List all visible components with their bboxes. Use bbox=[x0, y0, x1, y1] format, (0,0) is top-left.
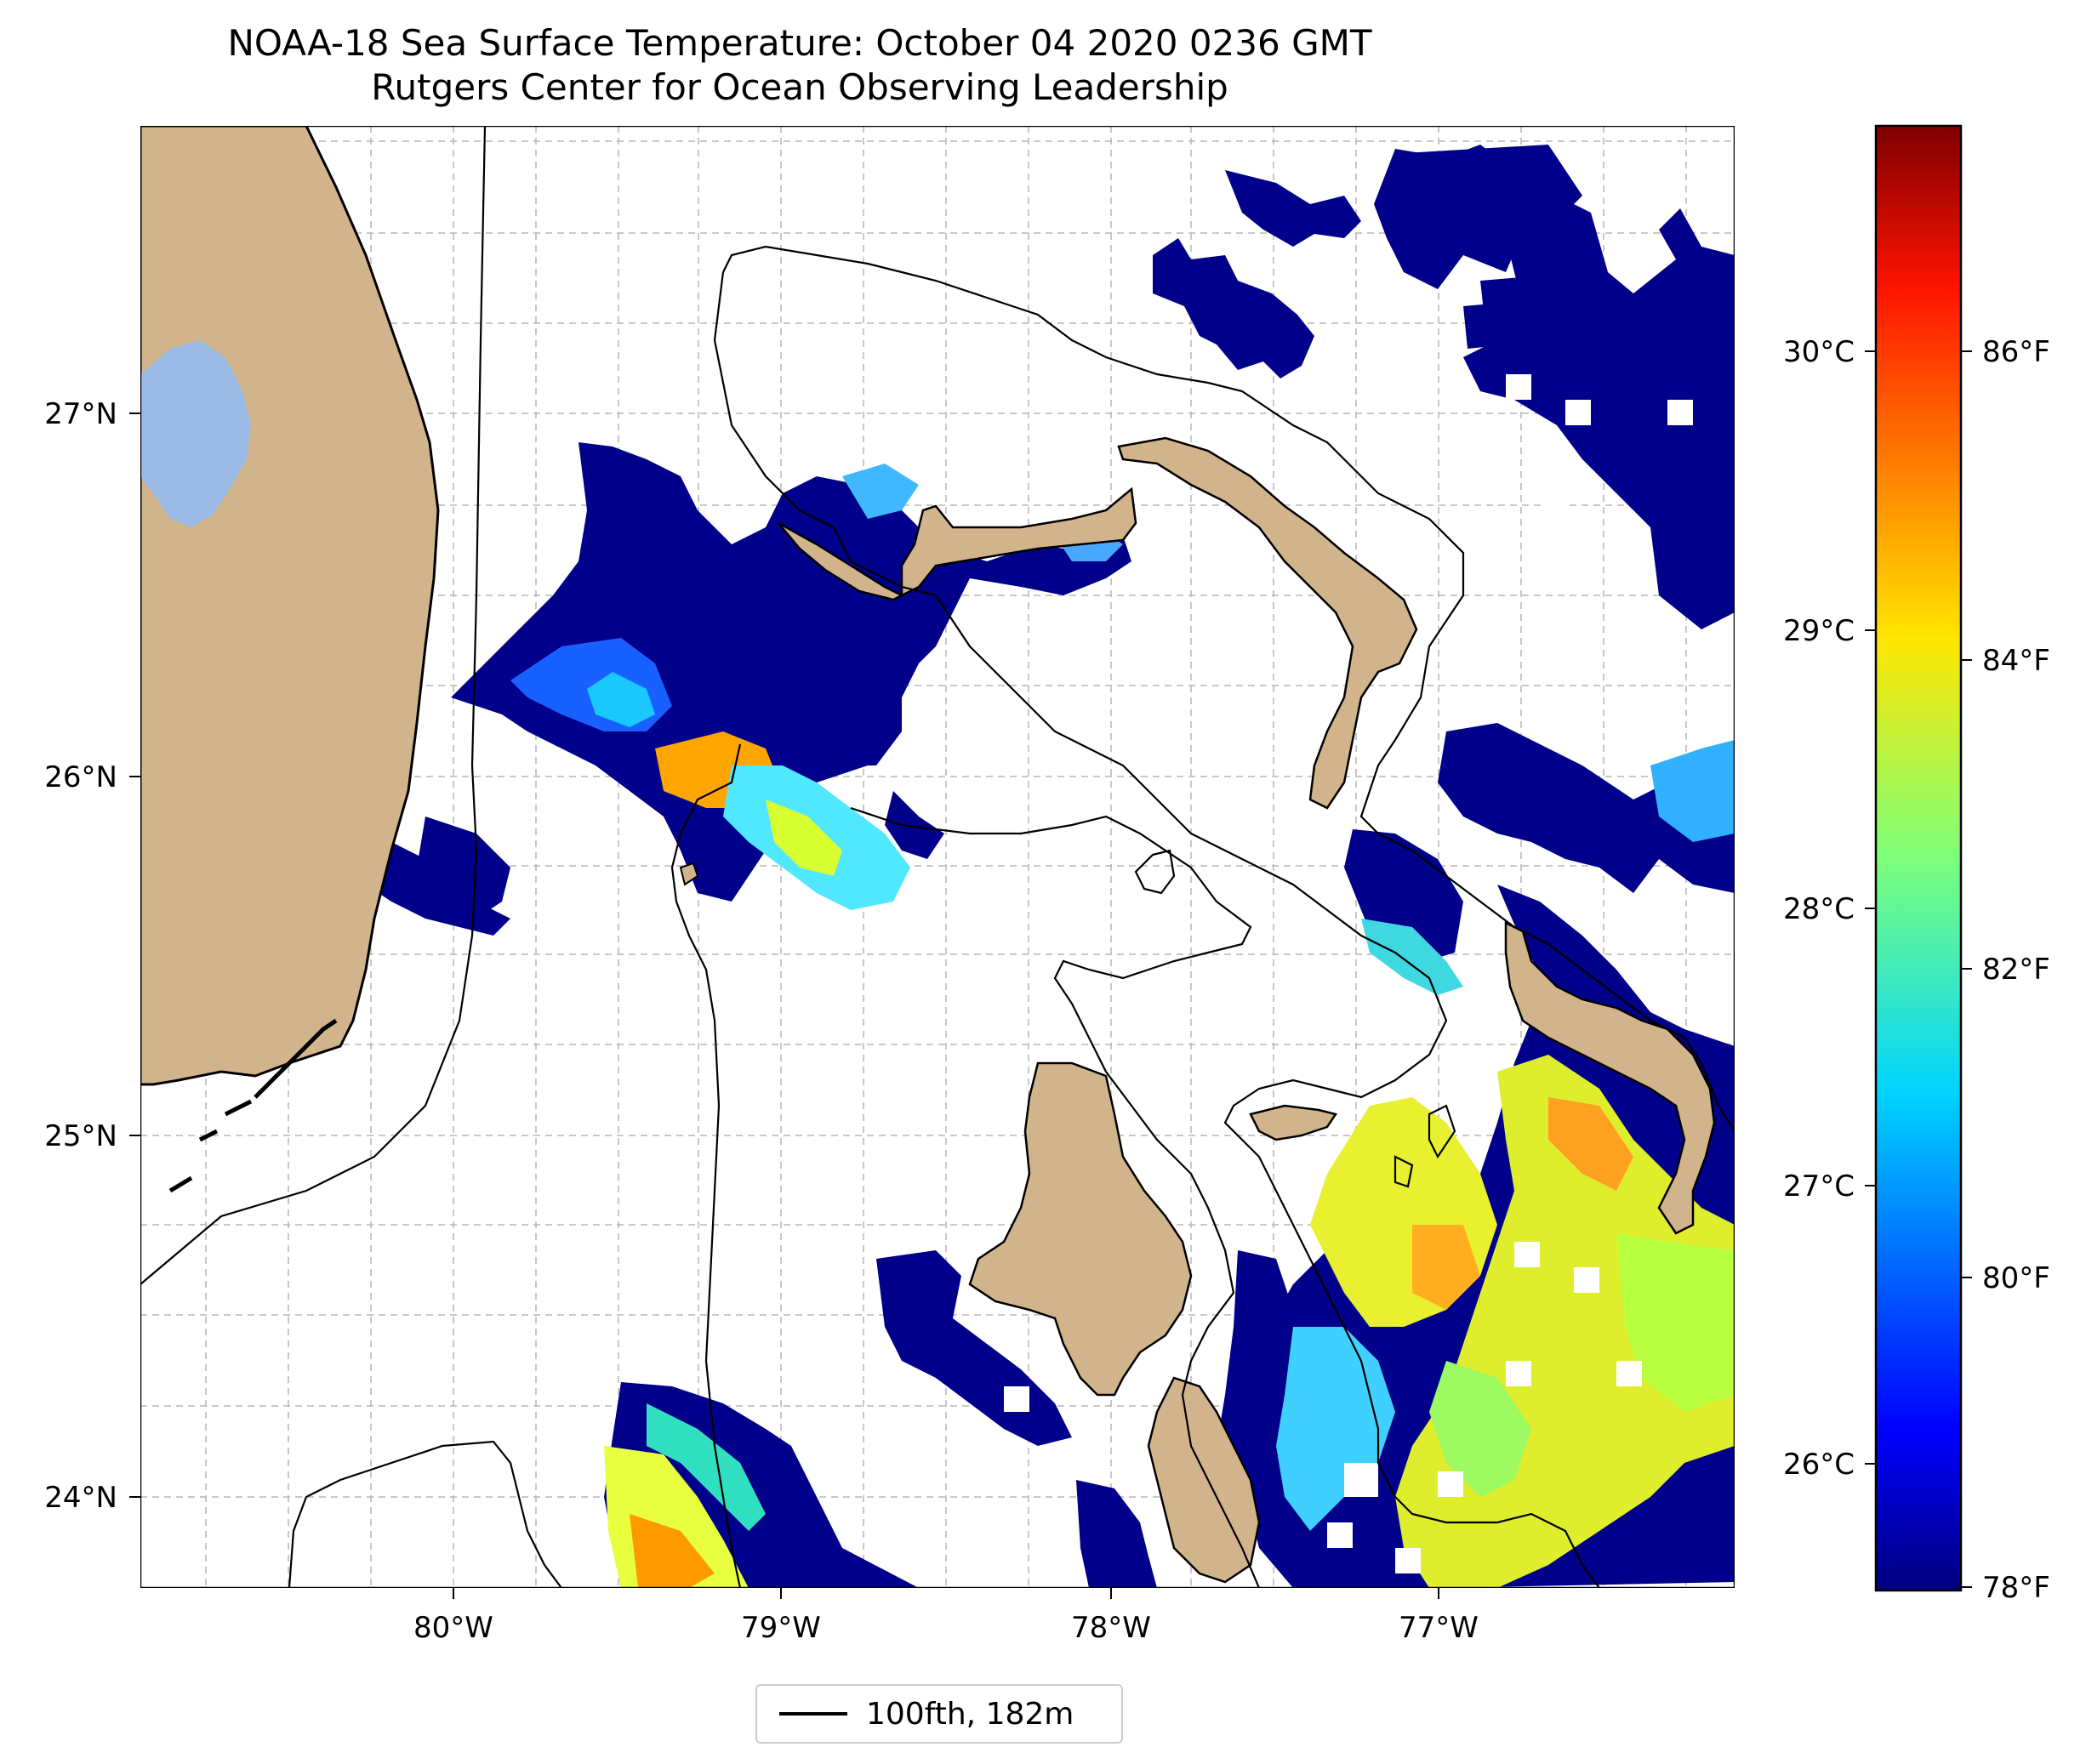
bimini-islands bbox=[679, 862, 699, 886]
andros-south-land bbox=[1147, 1376, 1261, 1584]
colorbar-celsius-label: 29°C bbox=[1783, 614, 1855, 648]
sst-patch bbox=[630, 1514, 715, 1588]
florida-keys bbox=[168, 1018, 338, 1193]
lat-tick-label: 27°N bbox=[44, 397, 117, 431]
colorbar-fahrenheit-label: 86°F bbox=[1982, 335, 2050, 369]
isobath-legend: 100fth, 182m bbox=[755, 1684, 1123, 1744]
sst-patch bbox=[1438, 723, 1735, 893]
legend-line-swatch bbox=[779, 1712, 847, 1716]
sst-patch bbox=[766, 799, 842, 876]
sst-patch bbox=[1463, 302, 1510, 349]
colorbar: 30°C 29°C 28°C 27°C 26°C 86°F 84°F 82°F … bbox=[1783, 124, 2050, 1605]
lat-ticks bbox=[129, 413, 140, 1498]
lat-tick-label: 25°N bbox=[44, 1119, 117, 1153]
sst-patch bbox=[1616, 1233, 1735, 1412]
sst-patch bbox=[1225, 170, 1361, 247]
sst-patch bbox=[1650, 740, 1735, 842]
sst-patch bbox=[1361, 919, 1463, 995]
map-subtitle: Rutgers Center for Ocean Observing Leade… bbox=[371, 66, 1228, 108]
colorbar-fahrenheit-label: 80°F bbox=[1982, 1261, 2050, 1295]
colorbar-celsius-label: 27°C bbox=[1783, 1169, 1855, 1204]
sst-patch bbox=[1429, 1361, 1531, 1497]
lat-tick-label: 24°N bbox=[44, 1481, 117, 1515]
sst-patch bbox=[1153, 238, 1314, 378]
eleuthera-land bbox=[1504, 920, 1716, 1235]
lon-ticks bbox=[453, 1588, 1439, 1599]
sst-patch bbox=[800, 646, 902, 765]
colorbar-gradient bbox=[1874, 124, 1963, 1592]
lon-tick-label: 79°W bbox=[741, 1611, 821, 1645]
lon-tick-label: 77°W bbox=[1399, 1611, 1479, 1645]
sst-patch bbox=[647, 1403, 766, 1531]
abaco-land bbox=[1117, 436, 1418, 810]
lon-tick-label: 80°W bbox=[413, 1611, 493, 1645]
sst-patch bbox=[1412, 1225, 1480, 1310]
isobath-100fth bbox=[140, 126, 1735, 1588]
sst-patch bbox=[587, 672, 655, 727]
andros-land bbox=[968, 1061, 1193, 1397]
sst-patch bbox=[842, 464, 919, 519]
map-title: NOAA-18 Sea Surface Temperature: October… bbox=[227, 22, 1372, 64]
grand-bahama-land bbox=[778, 487, 1137, 601]
sst-patch bbox=[1076, 1480, 1157, 1588]
colorbar-celsius-label: 30°C bbox=[1783, 335, 1855, 369]
lon-tick-label: 78°W bbox=[1071, 1611, 1151, 1645]
colorbar-fahrenheit-label: 84°F bbox=[1982, 644, 2050, 678]
sst-patch bbox=[417, 817, 510, 919]
colorbar-fahrenheit-label: 78°F bbox=[1982, 1571, 2050, 1605]
new-providence-land bbox=[1249, 1104, 1338, 1141]
lake-okeechobee bbox=[140, 340, 251, 527]
colorbar-fahrenheit-label: 82°F bbox=[1982, 953, 2050, 987]
sst-patch bbox=[1548, 1097, 1633, 1191]
map-panel bbox=[140, 126, 1735, 1588]
sst-patch bbox=[885, 791, 944, 859]
legend-label: 100fth, 182m bbox=[866, 1696, 1074, 1732]
colorbar-celsius-label: 28°C bbox=[1783, 892, 1855, 926]
sst-patch bbox=[1463, 191, 1735, 629]
colorbar-celsius-label: 26°C bbox=[1783, 1448, 1855, 1482]
lat-tick-label: 26°N bbox=[44, 760, 117, 794]
